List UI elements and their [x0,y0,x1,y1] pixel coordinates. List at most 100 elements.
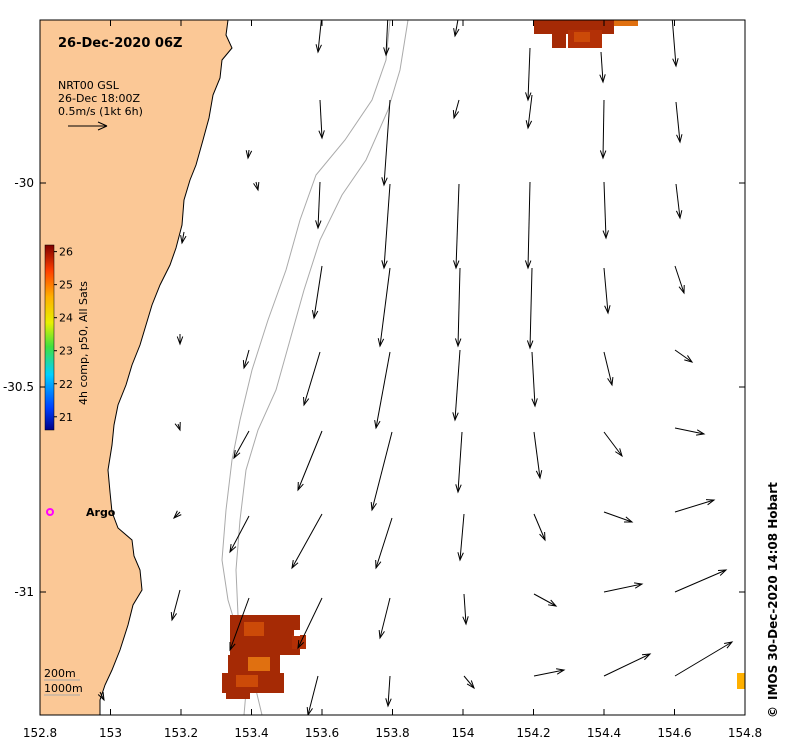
x-tick-label: 154.8 [728,726,762,740]
current-arrow [462,593,469,626]
credit-label: IMOS 30-Dec-2020 14:08 Hobart [766,482,780,700]
x-tick-label: 154.6 [657,726,691,740]
x-tick-label: 153.4 [234,726,268,740]
current-arrow [603,511,634,523]
current-arrow [675,183,683,220]
x-tick-label: 154.4 [587,726,621,740]
current-source: NRT00 GSL [58,79,120,92]
y-axis: -30 -30.5 -31 [3,176,745,599]
current-arrow [603,653,652,677]
contour-200m [221,20,391,715]
current-scale: 0.5m/s (1kt 6h) [58,105,143,118]
current-arrow [370,431,393,512]
current-arrow [174,421,181,432]
argo-float-marker [46,508,54,516]
current-arrow [674,641,734,677]
current-arrow [452,99,460,120]
contour-legend-200m: 200m [44,667,76,680]
current-arrow [674,349,694,363]
scale-arrow [68,121,108,131]
current-arrow [603,351,614,387]
current-arrow [526,267,534,350]
colorbar-tick-label: 22 [59,378,73,391]
current-arrow [674,499,716,513]
current-arrow [180,231,187,245]
current-arrow [315,181,322,230]
current-arrow [453,183,460,270]
current-arrow [674,427,706,436]
current-arrow [674,569,728,593]
current-arrow [524,181,532,270]
x-tick-label: 153 [99,726,122,740]
map-title: 26-Dec-2020 06Z [58,36,182,51]
current-arrow [297,597,323,650]
current-arrow [457,513,465,562]
current-arrow [318,99,325,140]
current-arrow [306,675,319,715]
x-tick-label: 154 [452,726,475,740]
current-arrow [454,267,462,348]
x-tick-label: 154.2 [516,726,550,740]
current-arrow [533,431,543,480]
current-arrow [381,183,391,270]
current-arrow [671,20,679,68]
sst-patch-south [222,615,306,699]
y-tick-label: -30.5 [3,380,34,394]
credit-text: © IMOS 30-Dec-2020 14:08 Hobart [766,482,780,718]
y-tick-label: -30 [14,176,34,190]
current-arrow [374,351,391,430]
current-arrow [375,517,393,570]
y-tick-label: -31 [14,585,34,599]
current-arrow [378,597,391,640]
colorbar [44,244,55,431]
current-arrow [297,430,323,492]
x-tick-label: 153.6 [305,726,339,740]
current-arrow [291,513,323,570]
current-arrow [452,349,461,422]
current-vectors [97,20,734,715]
current-arrow [377,267,391,348]
current-arrow [245,149,253,160]
copyright-symbol: © [766,706,780,718]
current-time: 26-Dec 18:00Z [58,92,140,105]
colorbar-tick-label: 25 [59,279,73,292]
argo-label: Argo [86,506,116,519]
current-arrow [229,515,250,554]
current-arrow [525,47,532,102]
x-tick-label: 153.8 [375,726,409,740]
current-arrow [531,351,538,408]
colorbar-label: 4h comp, p50, All Sats [77,281,90,405]
colorbar-tick-label: 26 [59,246,73,259]
current-arrow [599,51,606,84]
sst-patch-edge [737,673,745,689]
current-arrow [383,20,390,57]
colorbar-tick-label: 24 [59,312,73,325]
current-arrow [381,99,391,187]
current-arrow [172,510,182,520]
current-arrow [525,94,533,130]
land-coastline [40,20,233,715]
sst-patch-north [534,20,638,48]
current-arrow [599,99,607,160]
current-arrow [311,265,323,320]
current-arrow [533,593,558,607]
current-arrow [533,668,566,677]
current-arrow [233,430,250,460]
current-arrow [455,431,463,494]
current-arrow [303,351,321,407]
current-arrow [602,181,609,240]
current-arrow [170,589,181,622]
current-arrow [533,513,546,542]
current-arrow [242,349,250,370]
current-arrow [385,675,392,708]
current-arrow [253,181,260,192]
x-tick-label: 153.2 [164,726,198,740]
colorbar-tick-label: 21 [59,411,73,424]
contour-legend-1000m: 1000m [44,682,83,695]
current-arrow [603,267,611,315]
current-arrow [453,20,460,38]
x-tick-label: 152.8 [23,726,57,740]
current-arrow [603,431,623,458]
current-arrow [463,675,475,690]
